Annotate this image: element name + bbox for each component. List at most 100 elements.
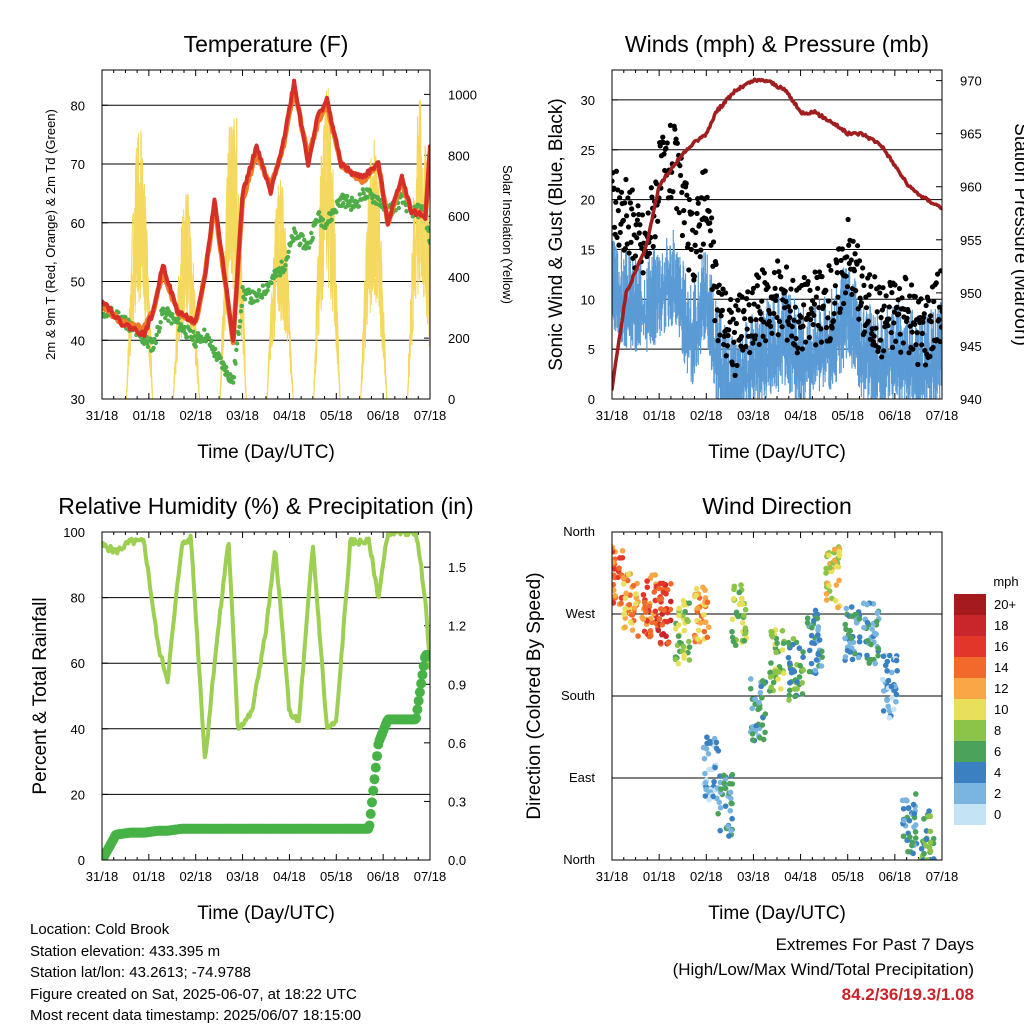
- wind-gust-point: [751, 301, 757, 307]
- wind-direction-point: [847, 627, 853, 634]
- wind-direction-point: [831, 546, 838, 553]
- wind-gust-point: [829, 325, 835, 331]
- wind-gust-point: [878, 314, 884, 321]
- wind-direction-point: [792, 693, 798, 700]
- wind-gust-point: [788, 286, 794, 292]
- wind-gust-point: [909, 329, 915, 335]
- wind-direction-point: [767, 669, 773, 676]
- wind-direction-point: [713, 745, 720, 752]
- wind-direction-point: [910, 801, 917, 808]
- dewpoint-point: [259, 295, 265, 300]
- wind-gust-point: [906, 350, 912, 356]
- wind-direction-point: [797, 662, 804, 669]
- wind-direction-point: [722, 803, 729, 809]
- wind-gust-point: [719, 307, 726, 314]
- y2-tick-label: 0.9: [448, 677, 466, 692]
- wind-direction-point: [647, 628, 654, 634]
- wind-direction-point: [899, 797, 906, 804]
- wind-direction-point: [791, 668, 798, 675]
- wind-direction-point: [753, 722, 759, 729]
- wind-gust-point: [856, 258, 863, 264]
- legend-label: 2: [994, 786, 1001, 801]
- wind-gust-point: [742, 316, 748, 322]
- y-tick-label: 15: [581, 242, 595, 257]
- wind-direction-point: [767, 674, 774, 680]
- wind-gust-point: [746, 302, 752, 308]
- wind-direction-point: [741, 638, 748, 644]
- dewpoint-point: [149, 340, 155, 345]
- wind-gust-point: [872, 274, 878, 280]
- wind-gust-point: [688, 246, 694, 253]
- plot-area: [102, 78, 430, 399]
- wind-direction-point: [739, 620, 746, 626]
- wind-direction-point: [628, 611, 635, 618]
- wind-gust-point: [625, 195, 631, 201]
- wind-direction-point: [808, 632, 815, 639]
- wind-direction-point: [819, 654, 825, 660]
- solar-insolation-line: [172, 193, 200, 399]
- wind-gust-point: [776, 318, 783, 325]
- wind-direction-point: [725, 823, 731, 830]
- wind-direction-point: [747, 685, 754, 692]
- dewpoint-point: [190, 337, 195, 343]
- legend-label: 20+: [994, 597, 1016, 612]
- wind-gust-point: [697, 254, 703, 260]
- wind-direction-point: [701, 755, 708, 762]
- wind-gust-point: [785, 304, 792, 310]
- wind-direction-point: [871, 630, 878, 637]
- wind-direction-point: [806, 668, 813, 675]
- x-tick-label: 31/18: [86, 869, 119, 884]
- wind-direction-point: [672, 656, 679, 663]
- wind-gust-point: [895, 297, 901, 303]
- wind-gust-point: [630, 212, 637, 218]
- wind-direction-point: [905, 805, 912, 811]
- wind-gust-point: [939, 308, 942, 314]
- dewpoint-point: [158, 319, 163, 325]
- wind-gust-point: [915, 361, 921, 368]
- wind-gust-point: [743, 296, 750, 302]
- wind-gust-point: [762, 338, 769, 344]
- wind-direction-point: [702, 780, 709, 786]
- wind-gust-point: [713, 261, 719, 267]
- dewpoint-point: [152, 336, 157, 342]
- wind-direction-point: [886, 652, 893, 659]
- wind-direction-point: [660, 631, 667, 637]
- wind-gust-point: [879, 307, 885, 313]
- x-tick-label: 06/18: [879, 869, 912, 884]
- wind-direction-point: [736, 601, 743, 608]
- dewpoint-point: [184, 335, 190, 340]
- wind-direction-point: [675, 633, 682, 639]
- wind-direction-point: [729, 616, 736, 623]
- x-tick-label: 02/18: [179, 869, 212, 884]
- x-tick-label: 06/18: [367, 408, 400, 423]
- wind-direction-point: [926, 808, 932, 814]
- wind-gust-point: [626, 250, 632, 256]
- dewpoint-point: [396, 205, 401, 211]
- wind-direction-point: [849, 656, 856, 663]
- wind-direction-point: [913, 791, 919, 797]
- wind-gust-point: [739, 294, 745, 300]
- wind-direction-point: [880, 688, 887, 694]
- wind-direction-point: [810, 617, 817, 624]
- wind-direction-point: [703, 786, 709, 793]
- wind-gust-point: [681, 207, 687, 214]
- wind-gust-point: [759, 298, 765, 304]
- wind-direction-point: [879, 676, 886, 683]
- plot-frame: [611, 69, 943, 400]
- wind-gust-point: [818, 339, 825, 345]
- wind-direction-point: [701, 628, 708, 635]
- wind-direction-point: [658, 595, 665, 602]
- wind-gust-point: [617, 195, 623, 201]
- wind-gust-point: [679, 232, 686, 239]
- wind-direction-point: [704, 634, 711, 641]
- wind-direction-point: [847, 639, 854, 646]
- solar-insolation-line: [360, 139, 388, 399]
- wind-direction-point: [842, 635, 848, 642]
- wind-direction-point: [657, 639, 664, 646]
- wind-gust-point: [859, 273, 865, 279]
- wind-direction-point: [755, 706, 761, 713]
- wind-direction-point: [923, 836, 930, 843]
- x-tick-label: 04/18: [784, 869, 817, 884]
- wind-gust-point: [670, 189, 676, 195]
